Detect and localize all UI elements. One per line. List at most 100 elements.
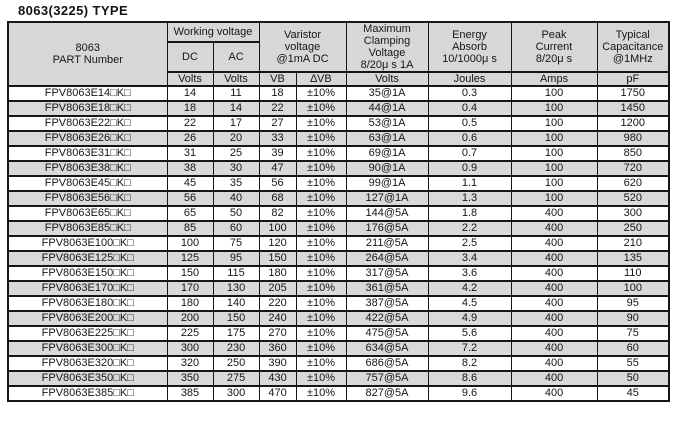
varistor-delta-vb-cell: ±10% bbox=[295, 85, 347, 102]
capacitance-pf-cell: 520 bbox=[596, 190, 670, 207]
varistor-delta-vb-cell: ±10% bbox=[295, 175, 347, 192]
dc-working-volts-cell: 38 bbox=[166, 160, 214, 177]
varistor-vb-cell: 240 bbox=[258, 310, 297, 327]
max-clamping-voltage-cell: 634@5A bbox=[345, 340, 429, 357]
max-clamping-voltage-cell: 69@1A bbox=[345, 145, 429, 162]
energy-joules-cell: 4.5 bbox=[427, 295, 512, 312]
part-number-cell: FPV8063E26□K□ bbox=[7, 130, 168, 147]
max-clamping-voltage-cell: 757@5A bbox=[345, 370, 429, 387]
peak-current-amps-cell: 100 bbox=[510, 85, 598, 102]
energy-joules-cell: 3.6 bbox=[427, 265, 512, 282]
dc-working-volts-cell: 350 bbox=[166, 370, 214, 387]
ac-working-volts-cell: 175 bbox=[212, 325, 260, 342]
table-row: FPV8063E170□K□ 170 130 205 ±10% 361@5A 4.2 400 1… bbox=[7, 280, 670, 297]
part-number-cell: FPV8063E170□K□ bbox=[7, 280, 168, 297]
varistor-vb-cell: 22 bbox=[258, 100, 297, 117]
part-number-cell: FPV8063E85□K□ bbox=[7, 220, 168, 237]
page-title: 8063(3225) TYPE bbox=[18, 3, 129, 18]
max-clamping-voltage-cell: 90@1A bbox=[345, 160, 429, 177]
max-clamping-voltage-cell: 317@5A bbox=[345, 265, 429, 282]
part-number-cell: FPV8063E180□K□ bbox=[7, 295, 168, 312]
varistor-vb-cell: 18 bbox=[258, 85, 297, 102]
varistor-delta-vb-cell: ±10% bbox=[295, 385, 347, 402]
table-row: FPV8063E150□K□ 150 115 180 ±10% 317@5A 3.6 400 1… bbox=[7, 265, 670, 282]
part-number-cell: FPV8063E56□K□ bbox=[7, 190, 168, 207]
capacitance-pf-cell: 75 bbox=[596, 325, 670, 342]
table-row: FPV8063E22□K□ 22 17 27 ±10% 53@1A 0.5 100 1200 bbox=[7, 115, 670, 132]
dc-working-volts-cell: 85 bbox=[166, 220, 214, 237]
max-clamping-voltage-cell: 127@1A bbox=[345, 190, 429, 207]
capacitance-pf-cell: 45 bbox=[596, 385, 670, 402]
table-row: FPV8063E225□K□ 225 175 270 ±10% 475@5A 5.6 400 7… bbox=[7, 325, 670, 342]
table-row: FPV8063E85□K□ 85 60 100 ±10% 176@5A 2.2 400 250 bbox=[7, 220, 670, 237]
max-clamping-voltage-header: Maximum Clamping Voltage 8/20μ s 1A bbox=[345, 21, 429, 73]
varistor-vb-cell: 180 bbox=[258, 265, 297, 282]
part-number-cell: FPV8063E385□K□ bbox=[7, 385, 168, 402]
capacitance-pf-cell: 980 bbox=[596, 130, 670, 147]
dc-header: DC bbox=[166, 40, 214, 74]
table-row: FPV8063E100□K□ 100 75 120 ±10% 211@5A 2.5 400 21… bbox=[7, 235, 670, 252]
ac-working-volts-cell: 14 bbox=[212, 100, 260, 117]
varistor-delta-vb-cell: ±10% bbox=[295, 355, 347, 372]
part-number-cell: FPV8063E38□K□ bbox=[7, 160, 168, 177]
varistor-vb-cell: 360 bbox=[258, 340, 297, 357]
varistor-delta-vb-cell: ±10% bbox=[295, 115, 347, 132]
peak-current-amps-cell: 400 bbox=[510, 220, 598, 237]
dc-working-volts-cell: 22 bbox=[166, 115, 214, 132]
varistor-delta-vb-cell: ±10% bbox=[295, 160, 347, 177]
varistor-vb-cell: 470 bbox=[258, 385, 297, 402]
dc-working-volts-cell: 14 bbox=[166, 85, 214, 102]
max-clamping-voltage-cell: 44@1A bbox=[345, 100, 429, 117]
capacitance-pf-cell: 1750 bbox=[596, 85, 670, 102]
peak-current-amps-cell: 400 bbox=[510, 385, 598, 402]
capacitance-pf-cell: 55 bbox=[596, 355, 670, 372]
peak-current-amps-cell: 400 bbox=[510, 340, 598, 357]
part-number-cell: FPV8063E22□K□ bbox=[7, 115, 168, 132]
energy-joules-cell: 4.9 bbox=[427, 310, 512, 327]
max-clamping-voltage-cell: 361@5A bbox=[345, 280, 429, 297]
table-row: FPV8063E350□K□ 350 275 430 ±10% 757@5A 8.6 400 5… bbox=[7, 370, 670, 387]
peak-current-amps-cell: 400 bbox=[510, 205, 598, 222]
capacitance-pf-cell: 210 bbox=[596, 235, 670, 252]
ac-working-volts-cell: 11 bbox=[212, 85, 260, 102]
part-number-cell: FPV8063E350□K□ bbox=[7, 370, 168, 387]
dc-working-volts-cell: 31 bbox=[166, 145, 214, 162]
max-clamping-voltage-cell: 475@5A bbox=[345, 325, 429, 342]
energy-joules-cell: 2.5 bbox=[427, 235, 512, 252]
ac-working-volts-cell: 140 bbox=[212, 295, 260, 312]
varistor-delta-vb-cell: ±10% bbox=[295, 250, 347, 267]
energy-joules-cell: 8.2 bbox=[427, 355, 512, 372]
peak-current-amps-cell: 100 bbox=[510, 160, 598, 177]
energy-absorb-header: Energy Absorb 10/1000μ s bbox=[427, 21, 512, 73]
energy-joules-cell: 4.2 bbox=[427, 280, 512, 297]
varistor-delta-vb-cell: ±10% bbox=[295, 220, 347, 237]
dc-working-volts-cell: 300 bbox=[166, 340, 214, 357]
table-row: FPV8063E45□K□ 45 35 56 ±10% 99@1A 1.1 100 620 bbox=[7, 175, 670, 192]
unit-joules: Joules bbox=[427, 71, 512, 87]
varistor-delta-vb-cell: ±10% bbox=[295, 235, 347, 252]
varistor-delta-vb-cell: ±10% bbox=[295, 205, 347, 222]
ac-working-volts-cell: 130 bbox=[212, 280, 260, 297]
varistor-delta-vb-cell: ±10% bbox=[295, 130, 347, 147]
max-clamping-voltage-cell: 686@5A bbox=[345, 355, 429, 372]
capacitance-pf-cell: 95 bbox=[596, 295, 670, 312]
energy-joules-cell: 5.6 bbox=[427, 325, 512, 342]
part-number-cell: FPV8063E225□K□ bbox=[7, 325, 168, 342]
peak-current-amps-cell: 100 bbox=[510, 130, 598, 147]
peak-current-header: Peak Current 8/20μ s bbox=[510, 21, 598, 73]
max-clamping-voltage-cell: 176@5A bbox=[345, 220, 429, 237]
energy-joules-cell: 9.6 bbox=[427, 385, 512, 402]
typical-capacitance-header: Typical Capacitance @1MHz bbox=[596, 21, 670, 73]
unit-clamping-volts: Volts bbox=[345, 71, 429, 87]
max-clamping-voltage-cell: 53@1A bbox=[345, 115, 429, 132]
energy-joules-cell: 0.5 bbox=[427, 115, 512, 132]
peak-current-amps-cell: 400 bbox=[510, 295, 598, 312]
table-row: FPV8063E26□K□ 26 20 33 ±10% 63@1A 0.6 100 980 bbox=[7, 130, 670, 147]
max-clamping-voltage-cell: 63@1A bbox=[345, 130, 429, 147]
table-row: FPV8063E31□K□ 31 25 39 ±10% 69@1A 0.7 100 850 bbox=[7, 145, 670, 162]
varistor-vb-cell: 27 bbox=[258, 115, 297, 132]
ac-working-volts-cell: 30 bbox=[212, 160, 260, 177]
dc-working-volts-cell: 180 bbox=[166, 295, 214, 312]
energy-joules-cell: 0.9 bbox=[427, 160, 512, 177]
ac-working-volts-cell: 150 bbox=[212, 310, 260, 327]
